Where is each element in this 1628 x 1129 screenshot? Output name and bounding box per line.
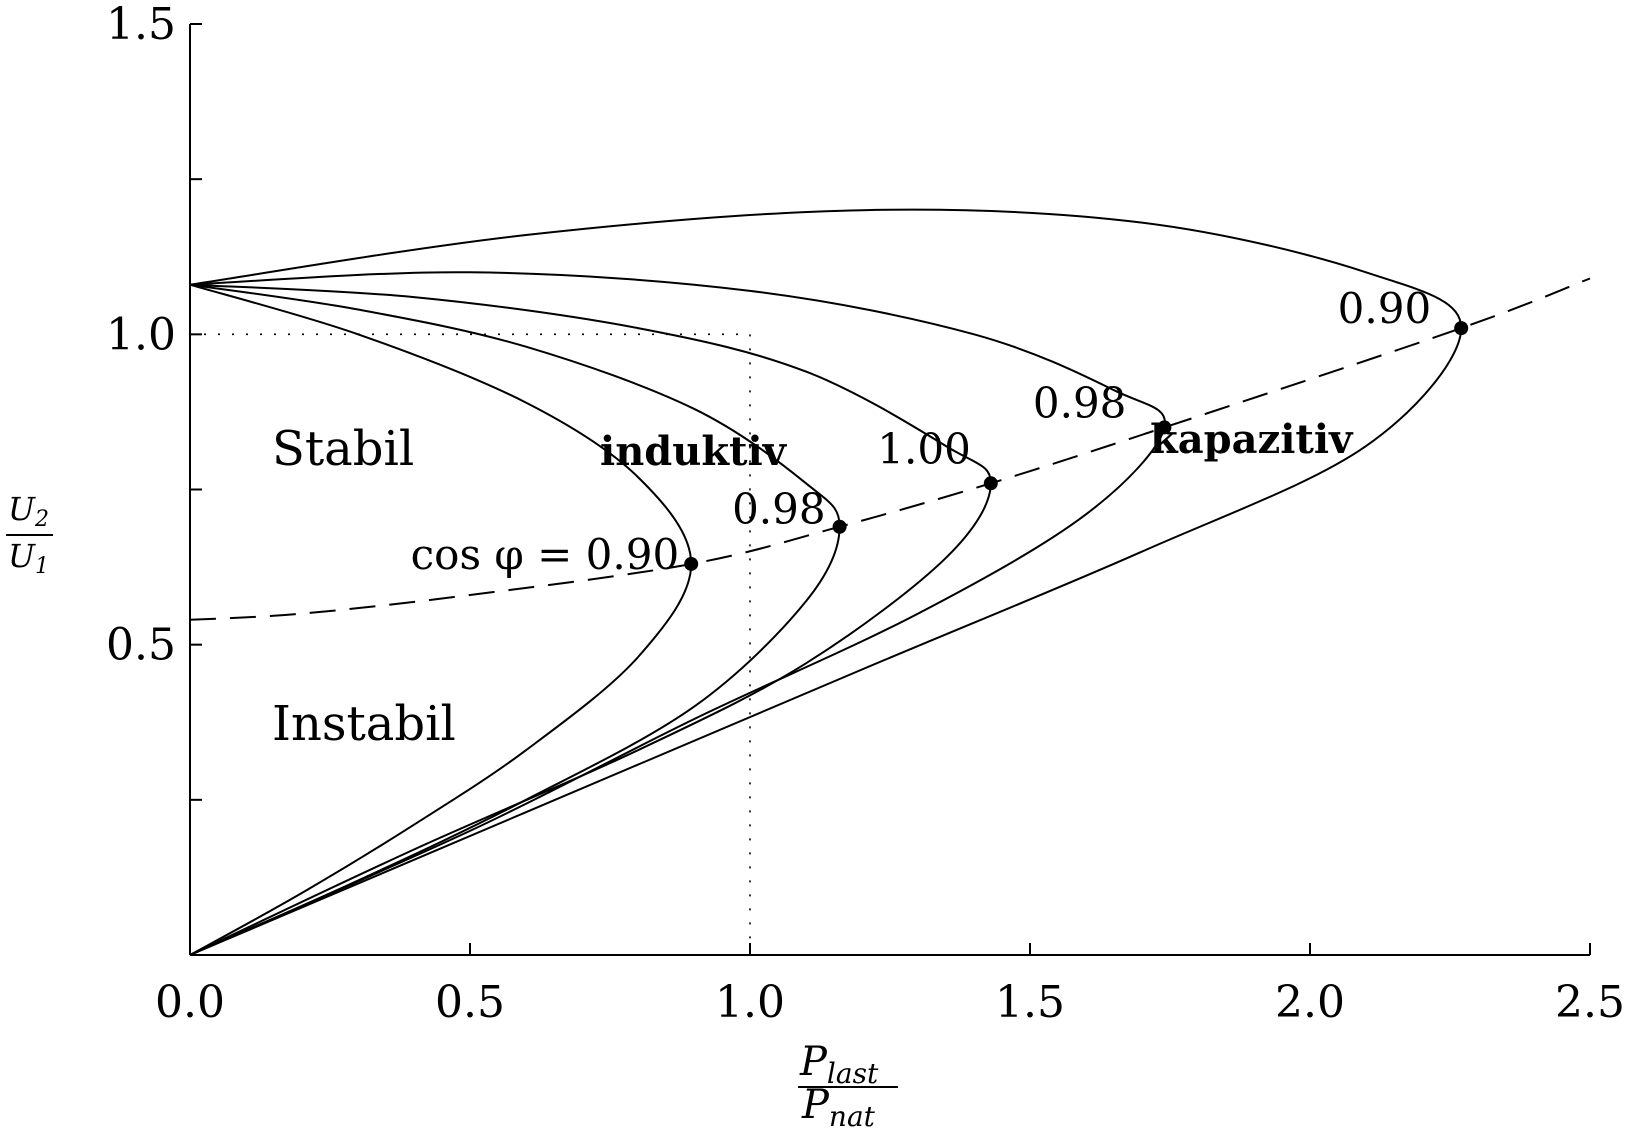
x-axis-label: Plast Pnat xyxy=(798,1039,898,1129)
inductive-label: induktiv xyxy=(600,428,788,475)
y-label-denominator: U xyxy=(8,537,36,575)
critical-point-label: cos φ = 0.90 xyxy=(411,530,680,579)
pv-curve-5 xyxy=(189,208,1463,956)
critical-point xyxy=(684,556,699,571)
critical-point-label: 1.00 xyxy=(877,424,971,473)
x-tick-label: 0.0 xyxy=(155,977,225,1028)
y-tick-label: 1.0 xyxy=(106,309,176,360)
critical-point-label: 0.98 xyxy=(1033,378,1127,427)
x-label-denominator: P xyxy=(801,1082,830,1128)
y-label-numerator-sub: 2 xyxy=(34,507,49,532)
stability-limit-line xyxy=(189,277,1591,621)
y-ticks: 0.5 1.0 1.5 xyxy=(106,0,202,801)
capacitive-label: kapazitiv xyxy=(1150,416,1354,463)
x-tick-label: 2.0 xyxy=(1275,977,1345,1028)
stable-region-label: Stabil xyxy=(272,421,414,477)
critical-point xyxy=(1157,420,1172,435)
critical-point xyxy=(983,476,998,491)
pv-curve-3 xyxy=(189,283,992,956)
reference-lines xyxy=(190,333,751,955)
y-label-denominator-sub: 1 xyxy=(35,554,49,579)
x-tick-label: 1.5 xyxy=(995,977,1065,1028)
y-axis-label: U2 U1 xyxy=(6,490,53,579)
critical-point xyxy=(832,519,847,534)
svg-text:Pnat: Pnat xyxy=(801,1082,876,1129)
svg-text:U1: U1 xyxy=(8,537,49,579)
critical-point-label: 0.90 xyxy=(1338,284,1432,333)
y-tick-label: 0.5 xyxy=(106,620,176,671)
unstable-region-label: Instabil xyxy=(272,696,456,752)
pv-curve-2 xyxy=(189,283,841,956)
critical-point xyxy=(1454,321,1469,336)
x-tick-label: 0.5 xyxy=(435,977,505,1028)
x-label-numerator-sub: last xyxy=(827,1057,879,1090)
critical-point-label: 0.98 xyxy=(732,485,826,534)
svg-text:Plast: Plast xyxy=(799,1039,879,1090)
x-tick-label: 1.0 xyxy=(715,977,785,1028)
x-label-denominator-sub: nat xyxy=(829,1100,876,1129)
axes xyxy=(189,24,1590,956)
y-tick-label: 1.5 xyxy=(106,0,176,50)
x-label-numerator: P xyxy=(799,1039,828,1085)
pv-curve-4 xyxy=(189,271,1166,956)
y-label-numerator: U xyxy=(8,490,36,528)
critical-points: cos φ = 0.90 0.98 1.00 0.98 0.90 xyxy=(411,284,1469,579)
x-ticks: 0.0 0.5 1.0 1.5 2.0 2.5 xyxy=(155,943,1625,1028)
pv-curve-1 xyxy=(189,283,693,956)
stability-limit xyxy=(189,277,1591,621)
svg-text:U2: U2 xyxy=(8,490,49,532)
pv-curves xyxy=(189,208,1463,956)
x-tick-label: 2.5 xyxy=(1555,977,1625,1028)
